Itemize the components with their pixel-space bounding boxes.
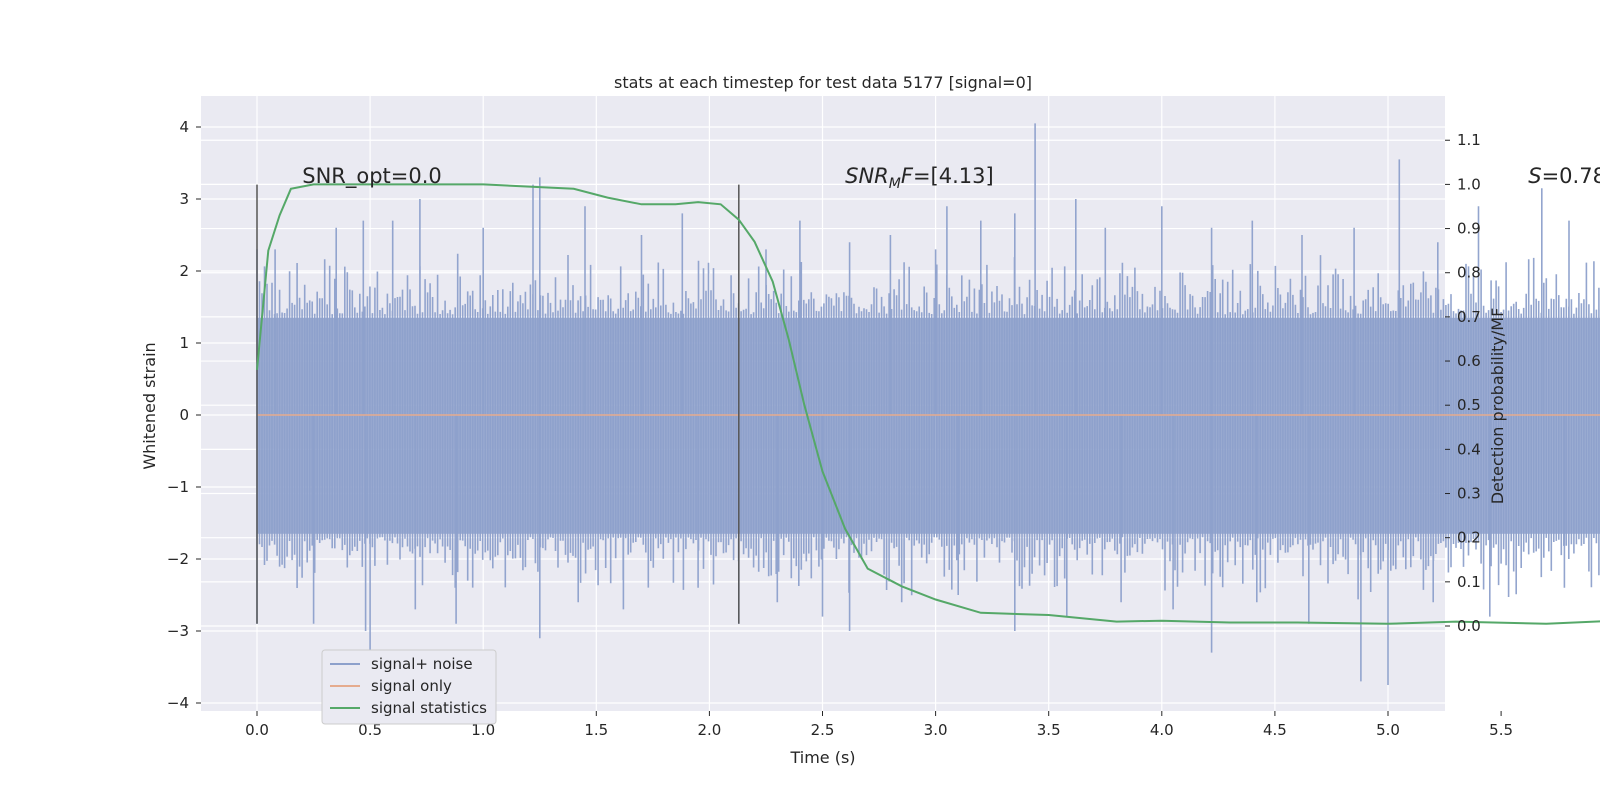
x-tick-label: 1.5 [584, 721, 608, 739]
y-tick-label: 2 [179, 262, 189, 280]
y2-tick-label: 0.8 [1457, 264, 1481, 282]
y2-tick-label: 0.1 [1457, 573, 1481, 591]
y2-tick-label: 1.1 [1457, 131, 1481, 149]
annotation-s-stat: S=0.78 [1528, 164, 1600, 188]
y-tick-label: 3 [179, 190, 189, 208]
x-tick-label: 2.0 [697, 721, 721, 739]
x-axis-title: Time (s) [789, 748, 855, 767]
y-tick-label: −3 [167, 622, 189, 640]
x-tick-label: 0.5 [358, 721, 382, 739]
y2-tick-label: 0.9 [1457, 220, 1481, 238]
y2-tick-label: 0.2 [1457, 529, 1481, 547]
y-tick-label: 0 [179, 406, 189, 424]
x-tick-label: 4.5 [1263, 721, 1287, 739]
y-tick-label: 1 [179, 334, 189, 352]
series-signal-statistics [256, 183, 1600, 625]
legend-label-signal-statistics: signal statistics [371, 699, 487, 717]
legend-label-signal-only: signal only [371, 677, 452, 695]
y2-tick-label: 0.4 [1457, 440, 1481, 458]
annotation-snr-opt: SNR_opt=0.0 [302, 164, 442, 189]
y2-axis-title: Detection probability/MF [1488, 308, 1507, 505]
y-tick-label: −4 [167, 694, 189, 712]
legend-label-signal-noise: signal+ noise [371, 655, 473, 673]
y2-tick-label: 0.6 [1457, 352, 1481, 370]
x-tick-label: 3.0 [924, 721, 948, 739]
chart-title: stats at each timestep for test data 517… [614, 73, 1032, 92]
x-tick-label: 4.0 [1150, 721, 1174, 739]
y2-tick-label: 1.0 [1457, 175, 1481, 193]
x-axis-ticks: 0.00.51.01.52.02.53.03.54.04.55.05.56.06… [245, 711, 1513, 739]
vertical-markers [256, 184, 740, 624]
y-axis-ticks: 4 3 2 1 0 −1 −2 −3 −4 [167, 118, 201, 712]
annotation-snr-mf: SNRMF=[4.13] [845, 164, 994, 192]
y2-axis-ticks: 1.1 1.0 0.9 0.8 0.7 0.6 0.5 0.4 0.3 0.2 0.1 0.0 [1445, 131, 1481, 635]
statistics-curve [256, 183, 1600, 625]
legend-box [321, 649, 497, 725]
x-tick-label: 5.5 [1489, 721, 1513, 739]
x-tick-label: 2.5 [811, 721, 835, 739]
x-tick-label: 0.0 [245, 721, 269, 739]
legend: signal+ noise signal only signal statist… [321, 649, 497, 725]
x-tick-label: 1.0 [471, 721, 495, 739]
y-tick-label: −2 [167, 550, 189, 568]
y2-tick-label: 0.7 [1457, 308, 1481, 326]
x-tick-label: 3.5 [1037, 721, 1061, 739]
y2-tick-label: 0.0 [1457, 617, 1481, 635]
y-tick-label: 4 [179, 118, 189, 136]
y2-tick-label: 0.5 [1457, 396, 1481, 414]
x-tick-label: 5.0 [1376, 721, 1400, 739]
y-tick-label: −1 [167, 478, 189, 496]
y-axis-title: Whitened strain [140, 342, 159, 469]
series-signal-noise [256, 123, 1600, 685]
y2-tick-label: 0.3 [1457, 485, 1481, 503]
